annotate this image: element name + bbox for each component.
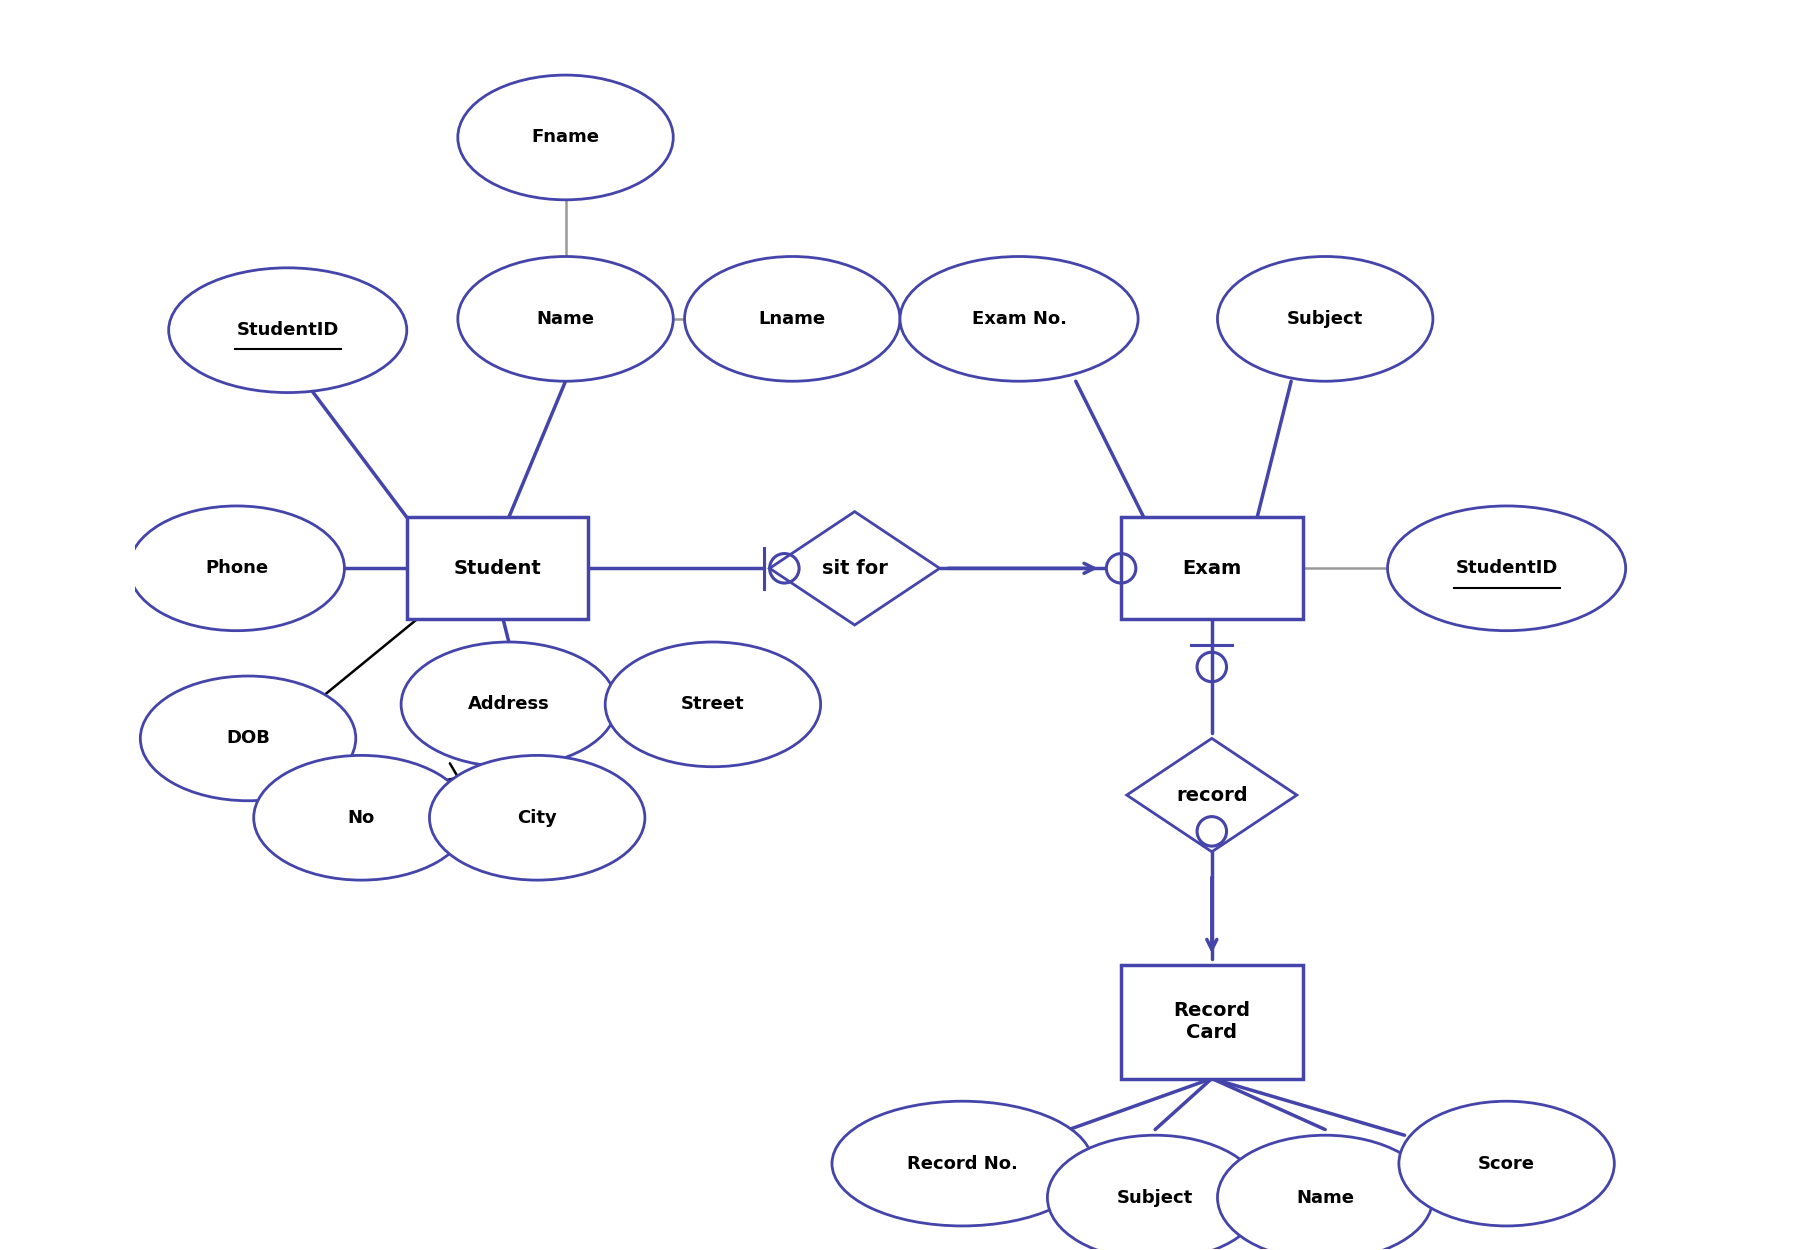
Text: DOB: DOB <box>227 730 270 748</box>
Ellipse shape <box>457 256 673 381</box>
Ellipse shape <box>684 256 900 381</box>
Text: Name: Name <box>1296 1189 1354 1206</box>
Ellipse shape <box>1048 1135 1264 1250</box>
Text: Exam No.: Exam No. <box>972 310 1067 328</box>
Text: Record
Card: Record Card <box>1174 1001 1251 1042</box>
Bar <box>1121 518 1303 619</box>
Ellipse shape <box>401 642 617 766</box>
Ellipse shape <box>1399 1101 1615 1226</box>
Text: Exam: Exam <box>1183 559 1242 578</box>
Ellipse shape <box>900 256 1138 381</box>
Text: Street: Street <box>680 695 745 714</box>
Text: Address: Address <box>468 695 549 714</box>
Ellipse shape <box>254 755 470 880</box>
Text: Fname: Fname <box>531 129 599 146</box>
Text: StudentID: StudentID <box>1456 559 1557 578</box>
Ellipse shape <box>140 676 356 801</box>
Text: Student: Student <box>454 559 542 578</box>
Polygon shape <box>1127 739 1296 851</box>
Polygon shape <box>770 511 940 625</box>
Ellipse shape <box>430 755 644 880</box>
Ellipse shape <box>457 75 673 200</box>
Ellipse shape <box>1388 506 1625 631</box>
Text: record: record <box>1175 785 1247 805</box>
Ellipse shape <box>605 642 821 766</box>
Text: Lname: Lname <box>760 310 826 328</box>
Ellipse shape <box>169 268 407 392</box>
Text: No: No <box>347 809 374 826</box>
Ellipse shape <box>832 1101 1093 1226</box>
Text: Name: Name <box>536 310 594 328</box>
Text: City: City <box>517 809 556 826</box>
Text: Score: Score <box>1478 1155 1535 1172</box>
Text: StudentID: StudentID <box>236 321 338 339</box>
Text: Record No.: Record No. <box>907 1155 1017 1172</box>
Text: Subject: Subject <box>1287 310 1363 328</box>
Text: Phone: Phone <box>205 559 268 578</box>
Ellipse shape <box>130 506 344 631</box>
Bar <box>407 518 589 619</box>
Bar <box>1121 965 1303 1079</box>
Text: sit for: sit for <box>823 559 887 578</box>
Ellipse shape <box>1217 1135 1433 1250</box>
Ellipse shape <box>1217 256 1433 381</box>
Text: Subject: Subject <box>1118 1189 1193 1206</box>
